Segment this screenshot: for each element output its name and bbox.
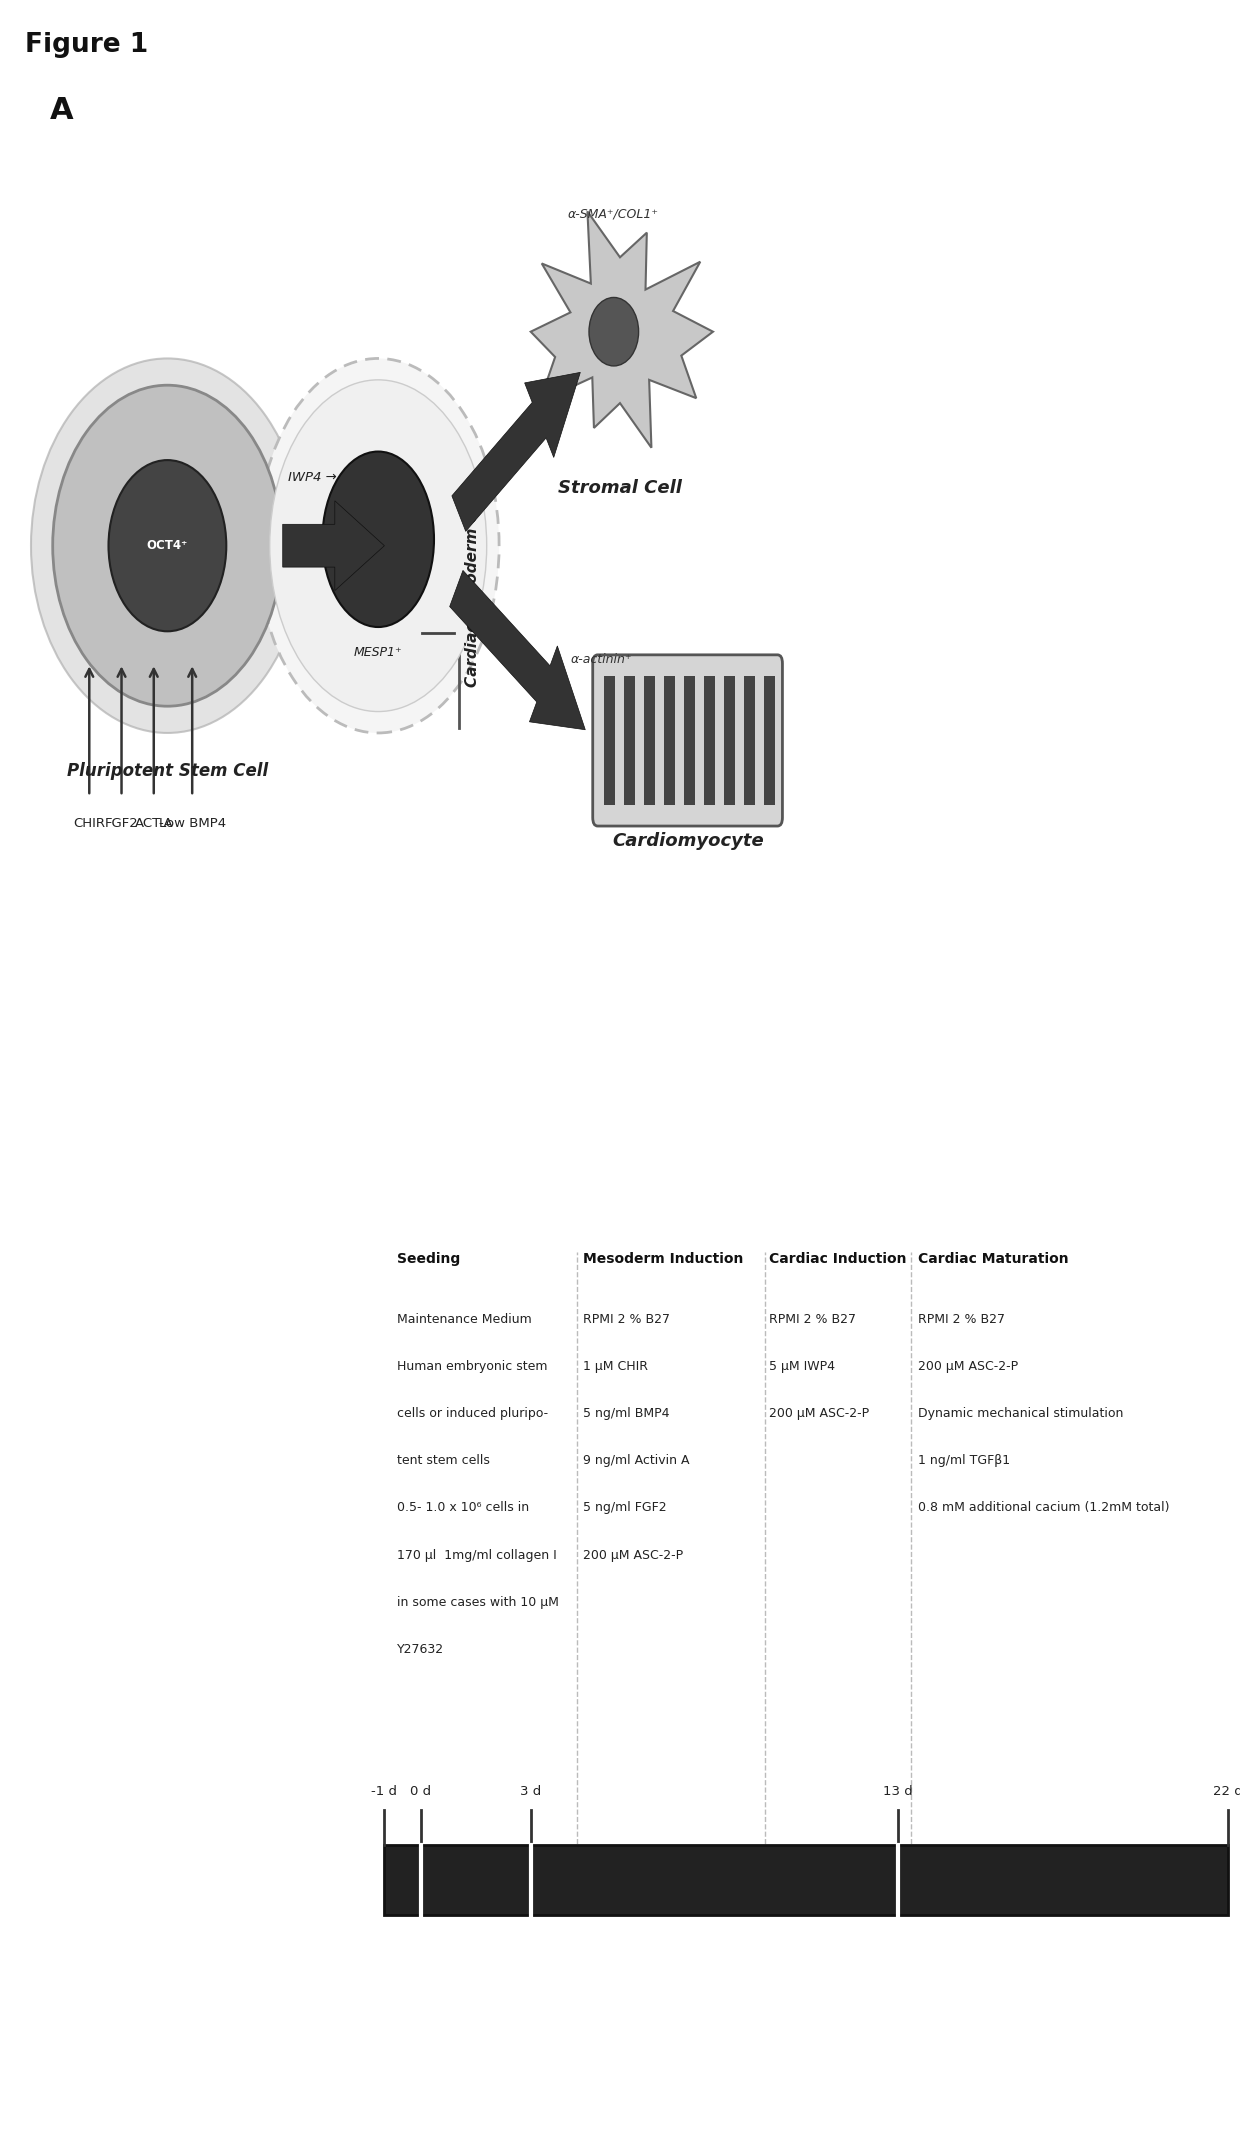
Text: 1 μM CHIR: 1 μM CHIR [583, 1361, 647, 1374]
Text: 5 μM IWP4: 5 μM IWP4 [769, 1361, 835, 1374]
FancyBboxPatch shape [604, 676, 615, 805]
Polygon shape [450, 571, 585, 730]
Text: 9 ng/ml Activin A: 9 ng/ml Activin A [583, 1455, 689, 1468]
Text: tent stem cells: tent stem cells [397, 1455, 490, 1468]
Ellipse shape [270, 381, 486, 710]
Polygon shape [451, 372, 580, 531]
Text: Dynamic mechanical stimulation: Dynamic mechanical stimulation [918, 1408, 1123, 1421]
Text: 13 d: 13 d [883, 1785, 913, 1798]
FancyBboxPatch shape [624, 676, 635, 805]
Text: ACT-A: ACT-A [134, 817, 174, 830]
Text: 0.8 mM additional cacium (1.2mM total): 0.8 mM additional cacium (1.2mM total) [918, 1502, 1169, 1515]
Text: IWP4 →: IWP4 → [288, 471, 336, 484]
Text: 200 μM ASC-2-P: 200 μM ASC-2-P [583, 1549, 683, 1562]
Text: RPMI 2 % B27: RPMI 2 % B27 [918, 1314, 1004, 1327]
FancyBboxPatch shape [764, 676, 775, 805]
Text: Maintenance Medium: Maintenance Medium [397, 1314, 532, 1327]
FancyBboxPatch shape [704, 676, 714, 805]
Ellipse shape [257, 357, 498, 732]
Ellipse shape [589, 297, 639, 366]
Text: OCT4⁺: OCT4⁺ [146, 539, 188, 552]
Text: 170 µl  1mg/ml collagen I: 170 µl 1mg/ml collagen I [397, 1549, 557, 1562]
Text: 5 ng/ml BMP4: 5 ng/ml BMP4 [583, 1408, 670, 1421]
Text: Cardiomyocyte: Cardiomyocyte [613, 832, 764, 850]
Text: Cardiac Induction: Cardiac Induction [769, 1252, 906, 1267]
Text: Cardiac Mesoderm Cell: Cardiac Mesoderm Cell [465, 490, 480, 687]
Polygon shape [531, 212, 713, 447]
Ellipse shape [109, 460, 226, 631]
Text: Human embryonic stem: Human embryonic stem [397, 1361, 547, 1374]
Text: α-SMA⁺/COL1⁺: α-SMA⁺/COL1⁺ [568, 208, 658, 220]
Text: A: A [50, 96, 73, 126]
Text: 200 μM ASC-2-P: 200 μM ASC-2-P [769, 1408, 869, 1421]
Text: Seeding: Seeding [397, 1252, 460, 1267]
Text: 0.5- 1.0 x 10⁶ cells in: 0.5- 1.0 x 10⁶ cells in [397, 1502, 529, 1515]
Text: Cardiac Maturation: Cardiac Maturation [918, 1252, 1068, 1267]
FancyBboxPatch shape [384, 1845, 1228, 1915]
Text: cells or induced pluripo-: cells or induced pluripo- [397, 1408, 548, 1421]
Text: -1 d: -1 d [372, 1785, 397, 1798]
Text: Figure 1: Figure 1 [25, 32, 148, 58]
Text: Y27632: Y27632 [397, 1644, 444, 1656]
Polygon shape [283, 501, 384, 591]
Text: 5 ng/ml FGF2: 5 ng/ml FGF2 [583, 1502, 666, 1515]
FancyBboxPatch shape [724, 676, 735, 805]
FancyBboxPatch shape [683, 676, 694, 805]
Text: RPMI 2 % B27: RPMI 2 % B27 [583, 1314, 670, 1327]
Text: α-actinin⁺: α-actinin⁺ [570, 653, 632, 666]
Text: Stromal Cell: Stromal Cell [558, 479, 682, 496]
Ellipse shape [31, 357, 304, 732]
Text: Pluripotent Stem Cell: Pluripotent Stem Cell [67, 762, 268, 779]
Ellipse shape [322, 452, 434, 627]
Text: Low BMP4: Low BMP4 [159, 817, 226, 830]
Text: 3 d: 3 d [521, 1785, 542, 1798]
FancyBboxPatch shape [644, 676, 655, 805]
FancyBboxPatch shape [744, 676, 755, 805]
Text: RPMI 2 % B27: RPMI 2 % B27 [769, 1314, 856, 1327]
Text: in some cases with 10 μM: in some cases with 10 μM [397, 1596, 559, 1609]
Text: FGF2: FGF2 [104, 817, 139, 830]
Text: Mesoderm Induction: Mesoderm Induction [583, 1252, 743, 1267]
Text: 22 d: 22 d [1213, 1785, 1240, 1798]
FancyBboxPatch shape [663, 676, 675, 805]
FancyBboxPatch shape [593, 655, 782, 826]
Text: MESP1⁺: MESP1⁺ [353, 646, 403, 659]
Text: CHIR: CHIR [73, 817, 105, 830]
Text: 0 d: 0 d [410, 1785, 432, 1798]
Text: 1 ng/ml TGFβ1: 1 ng/ml TGFβ1 [918, 1455, 1009, 1468]
Text: 200 μM ASC-2-P: 200 μM ASC-2-P [918, 1361, 1018, 1374]
Ellipse shape [52, 385, 283, 706]
